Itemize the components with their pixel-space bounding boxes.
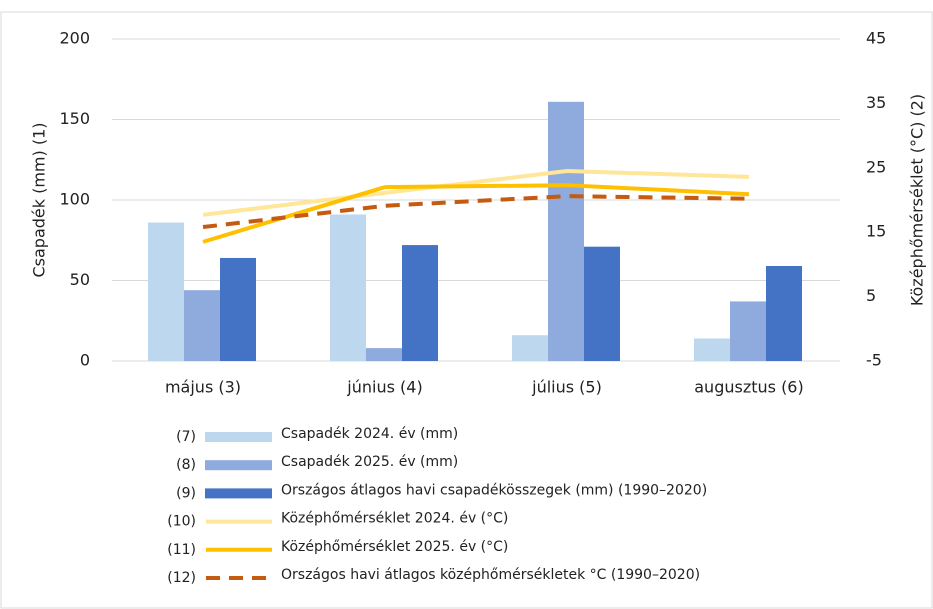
legend-tag: (11) [167,542,196,558]
x-tick-label: július (5) [531,378,602,397]
line [202,183,750,244]
legend-label: Csapadék 2025. év (mm) [281,454,458,470]
y-tick-label: 100 [59,190,90,209]
y-tick-label: 50 [70,270,90,289]
bar [512,335,548,361]
legend-tag: (12) [167,570,196,586]
bar [694,338,730,361]
y2-tick-label: 15 [866,222,886,241]
y-axis-title: Csapadék (mm) (1) [30,122,49,277]
bar [220,257,256,361]
y2-tick-label: 25 [866,157,886,176]
legend-label: Országos átlagos havi csapadékösszegek (… [281,482,707,498]
legend-label: Csapadék 2024. év (mm) [281,426,458,442]
y2-tick-label: 5 [866,286,876,305]
legend-label: Középhőmérséklet 2025. év (°C) [281,539,508,555]
legend-swatch [205,460,272,471]
y-tick-label: 200 [59,29,90,48]
x-tick-label: május (3) [165,378,241,397]
legend-tag: (7) [176,429,196,445]
bar [766,266,802,361]
y-tick-label: 0 [80,351,90,370]
bar [584,246,620,361]
legend-tag: (9) [176,485,196,501]
y2-tick-label: 45 [866,29,886,48]
line [202,169,750,217]
bar [366,348,402,361]
bar [330,214,366,361]
legend-tag: (10) [167,514,196,530]
y2-axis-title: Középhőmérséklet (°C) (2) [908,94,927,306]
bar [730,301,766,361]
y2-tick-label: 35 [866,93,886,112]
bar [148,222,184,361]
bar [184,290,220,361]
legend-swatch [205,488,272,499]
y2-tick-label: -5 [866,351,882,370]
y-tick-label: 150 [59,109,90,128]
bar [402,245,438,361]
legend-swatch [205,432,272,442]
legend-label: Országos havi átlagos középhőmérsékletek… [281,567,700,583]
bar [548,101,584,361]
legend-tag: (8) [176,457,196,473]
x-tick-label: június (4) [346,378,422,397]
legend-label: Középhőmérséklet 2024. év (°C) [281,511,508,527]
x-tick-label: augusztus (6) [694,378,803,397]
